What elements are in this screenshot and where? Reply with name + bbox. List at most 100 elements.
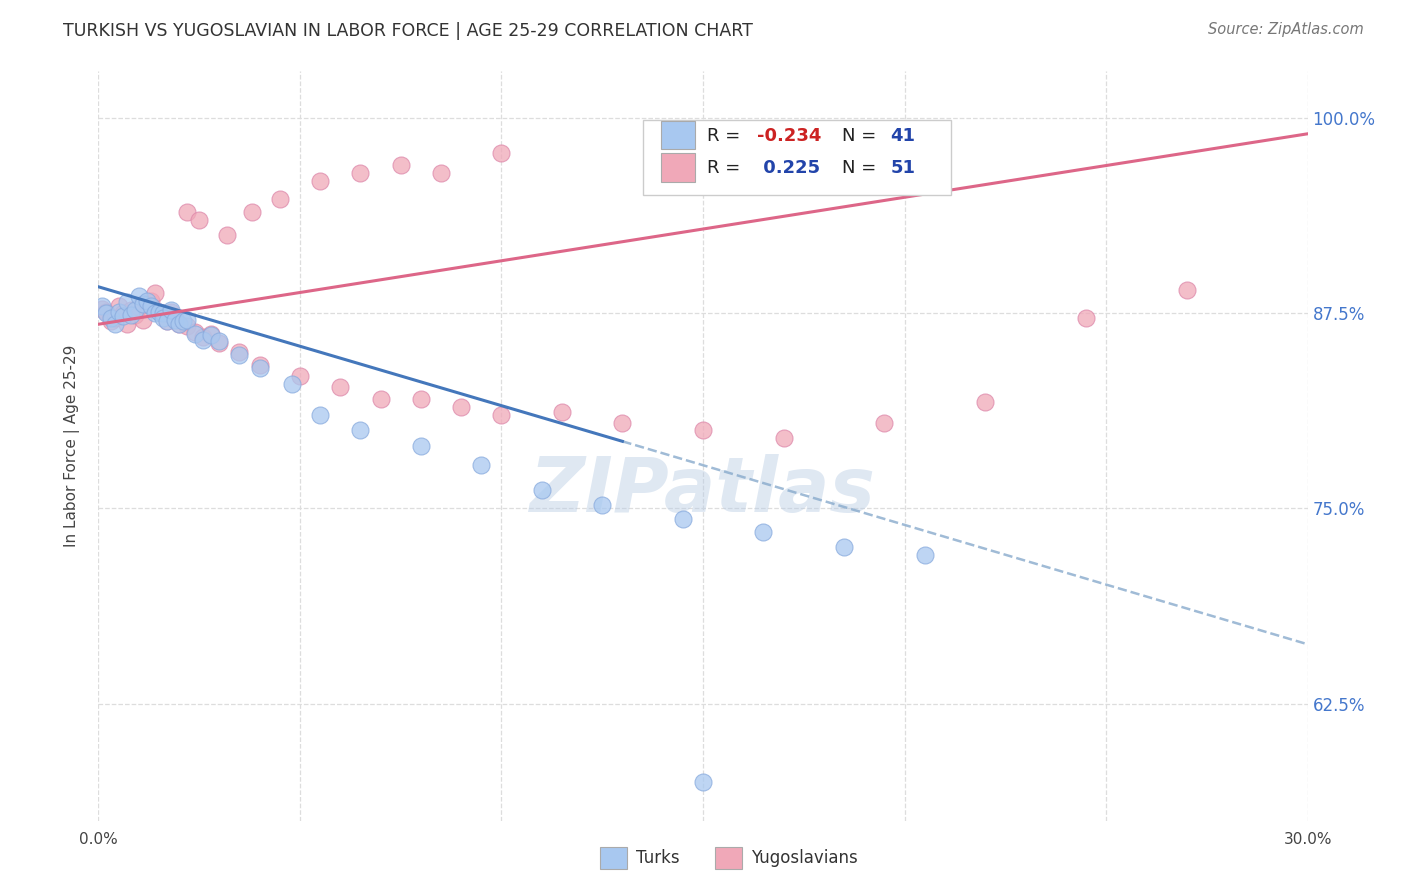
Point	[249, 358, 271, 372]
Point	[135, 297, 157, 311]
Point	[409, 439, 432, 453]
Point	[309, 408, 332, 422]
Point	[176, 205, 198, 219]
Text: R =: R =	[707, 159, 745, 177]
Point	[551, 404, 574, 418]
FancyBboxPatch shape	[661, 120, 695, 149]
Point	[163, 312, 186, 326]
Point	[329, 380, 352, 394]
Point	[176, 312, 198, 326]
Point	[124, 308, 146, 322]
Point	[111, 310, 134, 324]
Point	[389, 158, 412, 172]
Text: -0.234: -0.234	[758, 127, 821, 145]
Point	[128, 289, 150, 303]
Point	[591, 498, 613, 512]
FancyBboxPatch shape	[600, 847, 627, 870]
Point	[530, 483, 553, 497]
Point	[914, 549, 936, 563]
Point	[832, 541, 855, 555]
Point	[228, 348, 250, 362]
Point	[128, 300, 150, 314]
Point	[217, 228, 239, 243]
Point	[409, 392, 432, 407]
Point	[139, 298, 162, 313]
Point	[370, 392, 392, 407]
Point	[430, 166, 453, 180]
Point	[156, 314, 179, 328]
Point	[103, 317, 125, 331]
Point	[1074, 311, 1097, 326]
Point	[309, 174, 332, 188]
Point	[111, 306, 134, 320]
Point	[752, 524, 775, 539]
Point	[103, 311, 125, 326]
Point	[148, 305, 170, 319]
Point	[143, 306, 166, 320]
Point	[167, 317, 190, 331]
Point	[873, 416, 896, 430]
Text: N =: N =	[842, 127, 882, 145]
Point	[491, 145, 513, 160]
Point	[228, 345, 250, 359]
Text: R =: R =	[707, 127, 745, 145]
Point	[107, 305, 129, 319]
Point	[91, 298, 114, 313]
Point	[974, 395, 997, 409]
Point	[100, 311, 122, 326]
Point	[152, 306, 174, 320]
Point	[193, 330, 215, 344]
FancyBboxPatch shape	[716, 847, 742, 870]
Point	[152, 306, 174, 320]
Point	[184, 325, 207, 339]
Point	[281, 376, 304, 391]
Text: Turks: Turks	[637, 849, 681, 867]
Text: ZIPatlas: ZIPatlas	[530, 454, 876, 528]
Text: 51: 51	[890, 159, 915, 177]
Point	[107, 298, 129, 313]
Point	[148, 305, 170, 319]
Point	[200, 326, 222, 341]
Point	[692, 774, 714, 789]
Point	[208, 336, 231, 351]
Point	[120, 303, 142, 318]
Point	[143, 285, 166, 300]
Point	[450, 400, 472, 414]
Point	[115, 317, 138, 331]
Point	[470, 458, 492, 472]
Point	[163, 311, 186, 326]
Point	[160, 303, 183, 318]
Point	[132, 312, 155, 326]
Point	[152, 311, 174, 326]
Point	[612, 416, 634, 430]
Point	[115, 295, 138, 310]
Point	[349, 423, 371, 437]
Point	[172, 314, 194, 328]
Point	[184, 326, 207, 341]
FancyBboxPatch shape	[643, 120, 950, 195]
Point	[176, 318, 198, 333]
Point	[692, 423, 714, 437]
Point	[349, 166, 371, 180]
Point	[1175, 283, 1198, 297]
Point	[139, 293, 162, 308]
Point	[156, 314, 179, 328]
Point	[96, 306, 118, 320]
Text: TURKISH VS YUGOSLAVIAN IN LABOR FORCE | AGE 25-29 CORRELATION CHART: TURKISH VS YUGOSLAVIAN IN LABOR FORCE | …	[63, 22, 754, 40]
Point	[124, 303, 146, 318]
Y-axis label: In Labor Force | Age 25-29: In Labor Force | Age 25-29	[63, 345, 80, 547]
Point	[200, 328, 222, 343]
Point	[208, 334, 231, 349]
Point	[193, 333, 215, 347]
Text: Source: ZipAtlas.com: Source: ZipAtlas.com	[1208, 22, 1364, 37]
Text: N =: N =	[842, 159, 882, 177]
Point	[96, 305, 118, 319]
Point	[132, 297, 155, 311]
Text: Yugoslavians: Yugoslavians	[751, 849, 858, 867]
Text: 0.225: 0.225	[758, 159, 821, 177]
Point	[120, 308, 142, 322]
Point	[288, 368, 311, 383]
Point	[249, 361, 271, 376]
Point	[188, 212, 211, 227]
Text: 41: 41	[890, 127, 915, 145]
